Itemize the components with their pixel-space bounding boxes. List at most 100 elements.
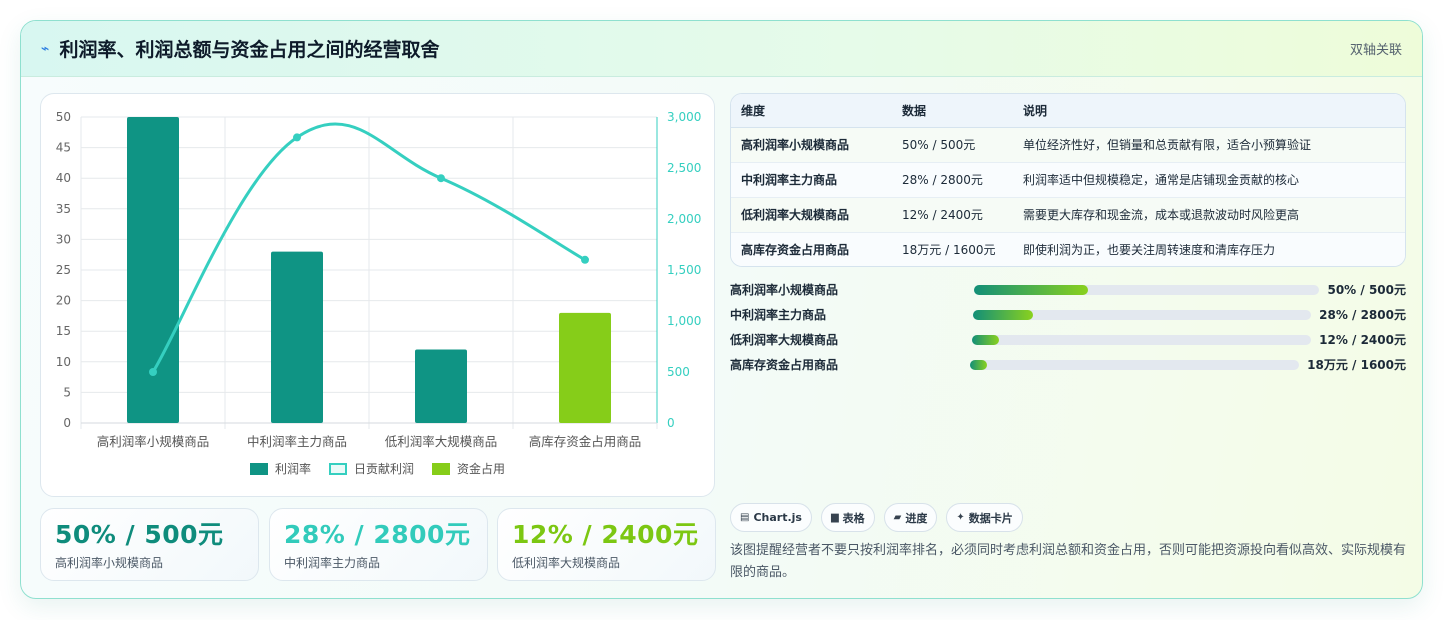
bar [271, 251, 323, 423]
progress-icon: ▰ [893, 512, 902, 523]
y-tick-label: 40 [56, 171, 71, 185]
y-tick-label: 20 [56, 294, 71, 308]
panel-title: 利润率、利润总额与资金占用之间的经营取舍 [59, 39, 440, 61]
legend-item-capital[interactable]: 资金占用 [432, 460, 505, 477]
y-tick-label: 5 [63, 385, 71, 399]
line-point [437, 174, 445, 183]
chip-label: 表格 [842, 511, 865, 525]
bolt-icon: ⌁ [41, 40, 50, 57]
progress-row: 低利润率大规模商品 12% / 2400元 [730, 327, 1406, 352]
data-table: 维度 数据 说明 高利润率小规模商品 50% / 500元 单位经济性好，但销量… [731, 94, 1405, 266]
y-tick-label: 25 [56, 263, 71, 277]
stat-value: 50% / 500元 [55, 520, 224, 549]
progress-track [972, 334, 1312, 345]
table-cell: 低利润率大规模商品 [731, 197, 892, 233]
table-header-cell: 数据 [892, 94, 1013, 128]
legend-item-profit-rate[interactable]: 利润率 [249, 460, 311, 477]
y-tick-label: 30 [56, 232, 71, 246]
table-row: 高利润率小规模商品 50% / 500元 单位经济性好，但销量和总贡献有限，适合… [731, 127, 1405, 163]
progress-row: 高利润率小规模商品 50% / 500元 [730, 277, 1406, 302]
progress-label: 中利润率主力商品 [730, 308, 827, 322]
line-point [149, 368, 157, 376]
chip-label: 进度 [905, 511, 928, 525]
y2-tick-label: 1,000 [667, 314, 701, 328]
progress-fill [970, 359, 987, 370]
x-tick-label: 高库存资金占用商品 [529, 434, 642, 449]
progress-value: 12% / 2400元 [1319, 333, 1406, 347]
data-table-panel: 维度 数据 说明 高利润率小规模商品 50% / 500元 单位经济性好，但销量… [730, 93, 1406, 267]
table-cell: 单位经济性好，但销量和总贡献有限，适合小预算验证 [1013, 127, 1405, 163]
legend-item-daily-profit[interactable]: 日贡献利润 [328, 460, 414, 477]
x-tick-label: 中利润率主力商品 [247, 434, 347, 449]
progress-value: 18万元 / 1600元 [1307, 358, 1406, 372]
y-tick-label: 15 [56, 324, 71, 338]
y-tick-label: 35 [56, 202, 71, 216]
legend-label: 资金占用 [457, 462, 506, 476]
y2-tick-label: 1,500 [667, 263, 701, 277]
legend-label: 日贡献利润 [353, 462, 414, 476]
chip-progress[interactable]: ▰ 进度 [883, 503, 938, 532]
table-icon: ▆ [830, 512, 839, 523]
line-point [581, 255, 589, 264]
stat-label: 中利润率主力商品 [284, 556, 381, 570]
table-header-cell: 说明 [1013, 94, 1405, 128]
y2-tick-label: 3,000 [667, 110, 701, 124]
chip-label: 数据卡片 [968, 511, 1013, 525]
legend-swatch [432, 462, 450, 475]
bar [127, 117, 179, 423]
y-tick-label: 0 [63, 416, 71, 430]
y-tick-label: 45 [56, 141, 71, 155]
legend-label: 利润率 [274, 462, 311, 476]
table-cell: 28% / 2800元 [892, 162, 1013, 198]
chip-chartjs[interactable]: ▤ Chart.js [730, 503, 812, 532]
progress-row: 高库存资金占用商品 18万元 / 1600元 [730, 352, 1406, 377]
progress-label: 低利润率大规模商品 [730, 333, 839, 347]
dual-axis-link[interactable]: 双轴关联 [1349, 43, 1402, 58]
y2-tick-label: 0 [667, 416, 675, 430]
combo-chart: 0 5 10 15 20 25 30 35 40 45 50 0 500 1,000 1,500 2,000 2… [40, 93, 715, 497]
x-tick-label: 低利润率大规模商品 [385, 434, 498, 449]
table-cell: 高利润率小规模商品 [731, 127, 892, 163]
summary-note: 该图提醒经营者不要只按利润率排名，必须同时考虑利润总额和资金占用，否则可能把资源… [730, 543, 1407, 580]
bar [415, 349, 467, 423]
progress-value: 28% / 2800元 [1319, 308, 1406, 322]
chip-table[interactable]: ▆ 表格 [820, 503, 875, 532]
table-cell: 中利润率主力商品 [731, 162, 892, 198]
y-tick-label: 50 [56, 110, 71, 124]
progress-label: 高库存资金占用商品 [730, 358, 839, 372]
sparkle-icon: ✦ [956, 512, 965, 523]
stat-label: 低利润率大规模商品 [512, 556, 621, 570]
table-cell: 高库存资金占用商品 [741, 243, 850, 258]
y2-tick-label: 500 [667, 365, 690, 379]
progress-label: 高利润率小规模商品 [730, 283, 839, 297]
bar [559, 312, 611, 423]
progress-fill [974, 284, 1089, 295]
progress-track [972, 309, 1312, 320]
table-cell: 利润率适中但规模稳定，通常是店铺现金贡献的核心 [1013, 162, 1405, 198]
y-tick-label: 10 [56, 355, 71, 369]
stat-card: 50% / 500元 高利润率小规模商品 [40, 508, 259, 581]
table-row: 中利润率主力商品 28% / 2800元 利润率适中但规模稳定，通常是店铺现金贡… [731, 162, 1405, 198]
table-row: 高库存资金占用商品 18万元 / 1600元 即使利润为正，也要关注周转速度和清… [731, 232, 1405, 266]
progress-track [974, 284, 1320, 295]
stat-value: 12% / 2400元 [512, 520, 699, 549]
table-cell: 需要更大库存和现金流，成本或退款波动时风险更高 [1013, 197, 1405, 233]
table-row: 低利润率大规模商品 12% / 2400元 需要更大库存和现金流，成本或退款波动… [731, 197, 1405, 233]
stat-label: 高利润率小规模商品 [55, 556, 164, 570]
view-chips: ▤ Chart.js ▆ 表格 ▰ 进度 ✦ 数据卡片 [730, 503, 1023, 532]
table-header-cell: 维度 [731, 94, 892, 128]
line-point [293, 133, 301, 142]
panel-card: ⌁ 利润率、利润总额与资金占用之间的经营取舍 双轴关联 0 5 10 15 20 25 30… [20, 20, 1423, 599]
table-cell: 18万元 / 1600元 [902, 243, 996, 258]
legend-swatch [328, 462, 347, 475]
table-cell: 即使利润为正，也要关注周转速度和清库存压力 [1023, 243, 1276, 258]
chip-data-cards[interactable]: ✦ 数据卡片 [946, 503, 1023, 532]
legend-swatch [249, 462, 268, 475]
panel-header: ⌁ 利润率、利润总额与资金占用之间的经营取舍 双轴关联 [21, 21, 1422, 77]
y2-tick-label: 2,500 [667, 161, 701, 175]
stat-card: 12% / 2400元 低利润率大规模商品 [497, 508, 716, 581]
chart-svg: 0510152025303540455005001,0001,5002,0002… [56, 110, 702, 449]
stat-value: 28% / 2800元 [284, 520, 471, 549]
progress-row: 中利润率主力商品 28% / 2800元 [730, 302, 1406, 327]
chart-legend: 利润率 日贡献利润 资金占用 [41, 460, 714, 477]
